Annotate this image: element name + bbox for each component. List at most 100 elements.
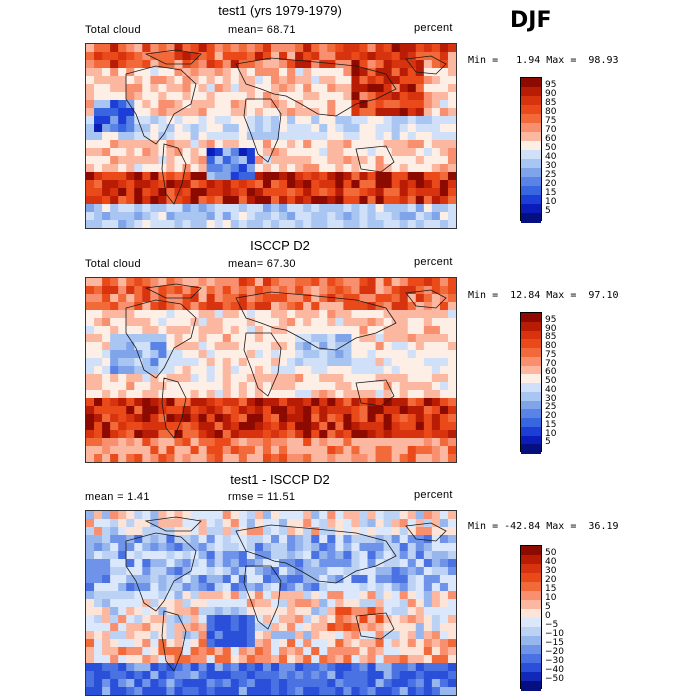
- field-cell: [399, 68, 409, 77]
- field-cell: [431, 599, 441, 608]
- colorbar-swatch: [521, 663, 541, 673]
- field-cell: [246, 350, 256, 359]
- field-cell: [343, 446, 353, 455]
- field-cell: [142, 108, 151, 117]
- field-cell: [375, 52, 385, 61]
- field-cell: [303, 655, 312, 664]
- field-cell: [271, 148, 280, 157]
- field-cell: [94, 100, 103, 109]
- field-cell: [158, 278, 168, 287]
- field-cell: [375, 76, 385, 85]
- field-cell: [391, 334, 401, 343]
- field-cell: [279, 647, 288, 656]
- field-cell: [238, 326, 248, 335]
- field-cell: [287, 607, 296, 616]
- field-cell: [367, 92, 377, 101]
- field-cell: [303, 44, 312, 53]
- field-cell: [86, 294, 95, 303]
- field-cell: [391, 52, 401, 61]
- field-cell: [134, 599, 143, 608]
- field-cell: [214, 583, 224, 592]
- field-cell: [319, 350, 328, 359]
- field-cell: [327, 180, 336, 189]
- field-cell: [279, 559, 288, 568]
- field-cell: [126, 92, 135, 101]
- field-cell: [238, 575, 248, 584]
- field-cell: [126, 44, 135, 53]
- field-cell: [391, 663, 401, 672]
- field-cell: [311, 567, 320, 576]
- field-cell: [86, 302, 95, 311]
- field-cell: [102, 44, 111, 53]
- field-cell: [375, 671, 385, 680]
- field-cell: [214, 358, 224, 367]
- field-cell: [254, 543, 264, 552]
- field-cell: [166, 180, 176, 189]
- field-cell: [238, 60, 248, 69]
- field-cell: [447, 599, 456, 608]
- field-cell: [102, 124, 111, 133]
- field-cell: [279, 302, 288, 311]
- field-cell: [150, 278, 159, 287]
- field-cell: [279, 310, 288, 319]
- field-cell: [166, 52, 176, 61]
- field-cell: [214, 294, 224, 303]
- field-cell: [174, 132, 184, 141]
- field-cell: [343, 188, 353, 197]
- field-cell: [319, 132, 328, 141]
- field-cell: [399, 615, 409, 624]
- field-cell: [86, 390, 95, 399]
- field-cell: [254, 310, 264, 319]
- coastline: [355, 379, 395, 407]
- field-cell: [439, 84, 449, 93]
- field-cell: [190, 511, 200, 520]
- field-cell: [110, 647, 119, 656]
- field-cell: [359, 286, 369, 295]
- field-cell: [254, 140, 264, 149]
- field-cell: [439, 671, 449, 680]
- field-cell: [335, 631, 344, 640]
- field-cell: [190, 76, 200, 85]
- field-cell: [303, 511, 312, 520]
- field-cell: [383, 382, 393, 391]
- field-cell: [230, 607, 240, 616]
- field-cell: [214, 607, 224, 616]
- field-cell: [222, 100, 232, 109]
- field-cell: [174, 406, 184, 415]
- field-cell: [391, 294, 401, 303]
- field-cell: [359, 84, 369, 93]
- field-cell: [327, 623, 336, 632]
- field-cell: [447, 422, 456, 431]
- field-cell: [150, 631, 159, 640]
- field-cell: [407, 591, 417, 600]
- field-cell: [214, 655, 224, 664]
- field-cell: [246, 164, 256, 173]
- field-cell: [190, 583, 200, 592]
- field-cell: [383, 551, 393, 560]
- field-cell: [102, 679, 111, 688]
- field-cell: [447, 615, 456, 624]
- field-cell: [182, 639, 192, 648]
- field-cell: [391, 302, 401, 311]
- field-cell: [407, 390, 417, 399]
- field-cell: [327, 164, 336, 173]
- field-cell: [86, 551, 95, 560]
- field-cell: [447, 438, 456, 447]
- field-cell: [110, 583, 119, 592]
- field-cell: [439, 519, 449, 528]
- field-cell: [102, 511, 111, 520]
- field-cell: [399, 100, 409, 109]
- field-cell: [222, 446, 232, 455]
- field-cell: [182, 583, 192, 592]
- field-cell: [279, 390, 288, 399]
- field-cell: [439, 655, 449, 664]
- field-cell: [102, 132, 111, 141]
- field-cell: [319, 148, 328, 157]
- field-cell: [271, 220, 280, 228]
- field-cell: [327, 92, 336, 101]
- field-cell: [94, 310, 103, 319]
- field-cell: [118, 286, 127, 295]
- field-cell: [246, 310, 256, 319]
- field-cell: [150, 294, 159, 303]
- colorbar-tick-label: 60: [545, 367, 557, 378]
